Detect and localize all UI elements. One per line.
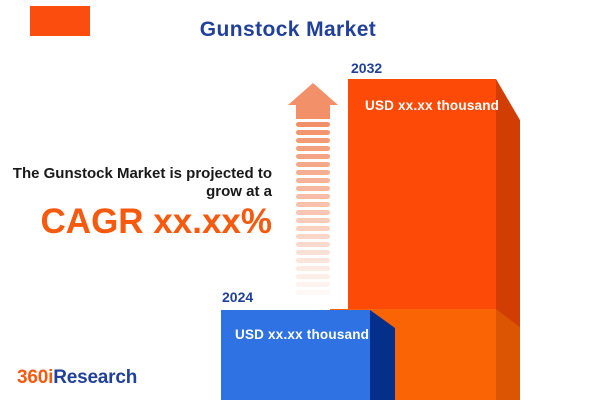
arrow-dash [296,202,330,207]
bar-2032-value-label: USD xx.xx thousand [365,98,500,113]
arrow-dash [296,162,330,167]
bar-2024-value-label: USD xx.xx thousand [235,327,370,342]
arrow-dash [296,154,330,159]
arrow-dash [296,122,330,127]
arrow-up-icon [288,83,338,119]
arrow-dash [296,146,330,151]
bar-2024-face [221,310,370,400]
arrow-dash [296,274,330,279]
arrow-dash [296,170,330,175]
arrow-dash [296,234,330,239]
brand-logo-prefix: 360i [17,367,54,388]
bar-2024-year-label: 2024 [222,289,254,305]
tagline-line-2: grow at a [206,183,272,200]
tagline-line-1: The Gunstock Market is projected to [12,165,272,182]
brand-logo: 360iResearch [17,367,137,389]
arrow-dash [296,290,330,295]
arrow-dash [296,282,330,287]
arrow-dash [296,218,330,223]
arrow-dash [296,130,330,135]
arrow-dashes [296,122,330,298]
arrow-dash [296,194,330,199]
arrow-dash [296,210,330,215]
arrow-dash [296,258,330,263]
arrow-dash [296,138,330,143]
tagline-block: The Gunstock Market is projected to grow… [13,165,272,242]
arrow-dash [296,242,330,247]
arrow-dash [296,178,330,183]
corner-accent-rect [30,6,90,36]
arrow-dash [296,186,330,191]
bar-2032-year-label: 2032 [351,60,383,76]
cagr-text: CAGR xx.xx% [40,202,272,241]
arrow-dash [296,226,330,231]
page-title: Gunstock Market [199,18,377,41]
arrow-dash [296,250,330,255]
arrow-dash [296,266,330,271]
brand-logo-suffix: Research [53,367,138,388]
